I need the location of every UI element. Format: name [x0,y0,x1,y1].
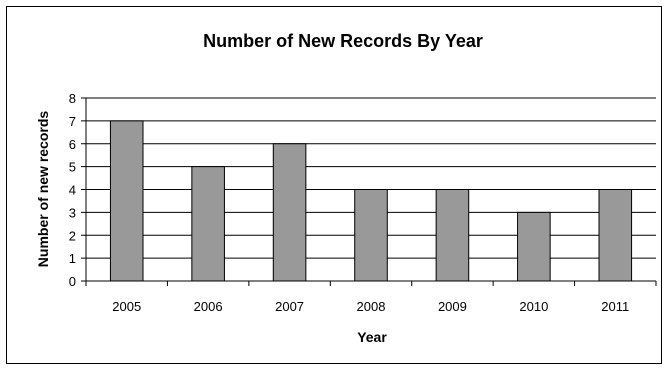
bar-2005 [109,120,144,282]
y-tick-label: 7 [69,114,76,129]
bar-2010 [517,211,551,282]
y-tick-label: 5 [69,160,76,175]
y-tick-label: 3 [69,205,76,220]
x-tick-label: 2007 [275,299,304,314]
bar-2009 [435,189,470,282]
y-tick-label: 6 [69,137,76,152]
axes [81,97,657,286]
x-axis-label: Year [357,329,387,345]
x-tick-label: 2005 [112,299,141,314]
x-tick-label: 2008 [357,299,386,314]
x-tick-label: 2006 [194,299,223,314]
y-tick-label: 8 [69,91,76,106]
x-tick-label: 2009 [438,299,467,314]
bar-2006 [191,166,225,282]
x-tick-label: 2010 [519,299,548,314]
y-tick-label: 1 [69,251,76,266]
bar-2011 [598,189,633,282]
y-axis-label: Number of new records [35,111,51,268]
bars [109,120,633,282]
y-tick-label: 2 [69,228,76,243]
x-tick-labels: 2005 2006 2007 2008 2009 2010 2011 [112,299,629,314]
bar-2008 [354,189,388,282]
y-tick-label: 4 [69,183,76,198]
bar-2007 [272,143,307,282]
y-tick-labels: 0 1 2 3 4 5 6 7 8 [69,91,76,289]
chart-title: Number of New Records By Year [203,31,483,51]
y-tick-label: 0 [69,274,76,289]
x-tick-label: 2011 [601,299,629,314]
gridlines [86,97,656,259]
